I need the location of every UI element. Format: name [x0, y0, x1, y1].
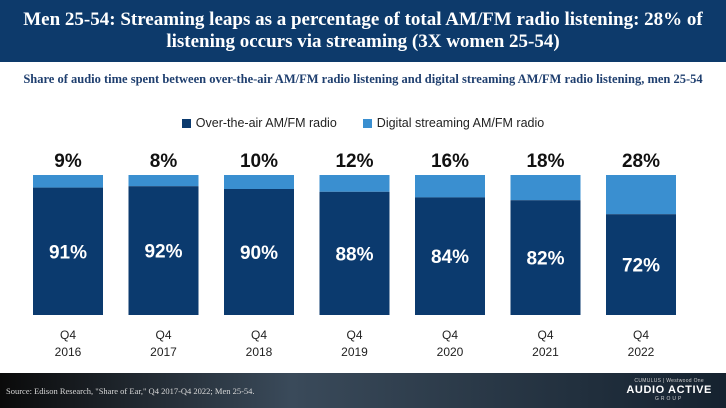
bar-ota-2020 — [415, 197, 485, 315]
chart-title: Share of audio time spent between over-t… — [23, 72, 703, 86]
x-tick-quarter-2022: Q4 — [633, 328, 649, 342]
x-tick-quarter-2018: Q4 — [251, 328, 267, 342]
bar-streaming-2019 — [319, 175, 390, 192]
chart-legend: Over-the-air AM/FM radio Digital streami… — [0, 116, 726, 130]
label-ota-2021: 82% — [526, 249, 564, 270]
label-streaming-2021: 18% — [526, 151, 564, 172]
x-tick-quarter-2020: Q4 — [442, 328, 458, 342]
x-tick-year-2022: 2022 — [628, 345, 655, 359]
logo-main-text: AUDIO ACTIVE — [626, 384, 712, 396]
label-streaming-2019: 12% — [335, 151, 373, 172]
legend-item-ota: Over-the-air AM/FM radio — [181, 116, 337, 130]
bar-streaming-2016 — [33, 175, 103, 188]
bar-ota-2017 — [128, 186, 199, 315]
label-ota-2016: 91% — [49, 242, 87, 263]
x-tick-year-2020: 2020 — [437, 345, 464, 359]
bar-streaming-2020 — [415, 175, 485, 198]
x-tick-year-2018: 2018 — [246, 345, 273, 359]
bar-streaming-2017 — [128, 175, 199, 187]
bar-streaming-2018 — [224, 175, 294, 189]
bar-ota-2019 — [319, 191, 390, 315]
bar-ota-2016 — [33, 187, 103, 315]
header-banner: Men 25-54: Streaming leaps as a percenta… — [0, 0, 726, 62]
x-tick-year-2017: 2017 — [150, 345, 177, 359]
label-ota-2022: 72% — [622, 256, 660, 277]
stacked-bar-chart: 9% 91% Q4 2016 8% 92% Q4 2017 10% 90% Q4 2018 12% 88%… — [33, 151, 676, 359]
source-note: Source: Edison Research, "Share of Ear,"… — [6, 386, 255, 396]
label-streaming-2018: 10% — [240, 151, 278, 172]
bar-ota-2018 — [224, 189, 294, 315]
legend-label-ota: Over-the-air AM/FM radio — [195, 116, 337, 130]
label-streaming-2016: 9% — [54, 151, 82, 172]
label-ota-2018: 90% — [240, 243, 278, 264]
x-tick-quarter-2017: Q4 — [155, 328, 171, 342]
x-tick-quarter-2019: Q4 — [346, 328, 362, 342]
bar-streaming-2021 — [510, 175, 581, 201]
x-tick-year-2021: 2021 — [532, 345, 559, 359]
audio-active-group-logo: CUMULUS | Westwood One AUDIO ACTIVE GROU… — [626, 378, 712, 402]
x-tick-year-2019: 2019 — [341, 345, 368, 359]
legend-label-streaming: Digital streaming AM/FM radio — [376, 116, 545, 130]
bar-ota-2022 — [606, 214, 676, 315]
label-streaming-2017: 8% — [150, 151, 178, 172]
logo-sub-text: GROUP — [655, 396, 684, 402]
legend-item-streaming: Digital streaming AM/FM radio — [362, 116, 545, 130]
page-title: Men 25-54: Streaming leaps as a percenta… — [23, 9, 703, 52]
label-ota-2020: 84% — [431, 247, 469, 268]
label-streaming-2022: 28% — [622, 151, 660, 172]
x-tick-year-2016: 2016 — [55, 345, 82, 359]
bar-ota-2021 — [510, 200, 581, 315]
legend-swatch-ota — [181, 118, 191, 128]
bar-streaming-2022 — [606, 175, 676, 215]
label-ota-2017: 92% — [144, 242, 182, 263]
label-ota-2019: 88% — [335, 244, 373, 265]
x-tick-quarter-2021: Q4 — [537, 328, 553, 342]
x-tick-quarter-2016: Q4 — [60, 328, 76, 342]
logo-top-text: CUMULUS | Westwood One — [634, 378, 704, 384]
footer-bar: Source: Edison Research, "Share of Ear,"… — [0, 373, 726, 408]
legend-swatch-streaming — [362, 118, 372, 128]
label-streaming-2020: 16% — [431, 151, 469, 172]
